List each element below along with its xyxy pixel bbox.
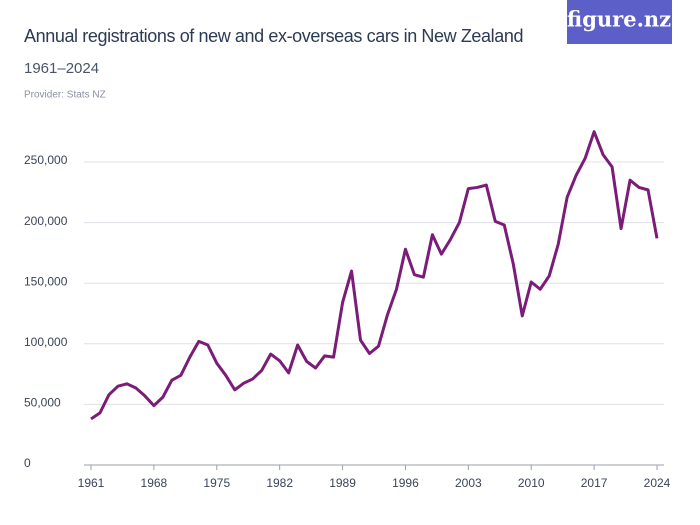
- chart-subtitle: 1961–2024: [24, 60, 99, 77]
- y-tick-label: 100,000: [24, 335, 68, 349]
- x-tick-label: 2010: [518, 476, 545, 490]
- x-tick-label: 2003: [455, 476, 482, 490]
- y-tick-label: 0: [24, 456, 31, 470]
- line: [90, 130, 659, 421]
- x-tick-label: 1996: [392, 476, 419, 490]
- x-tick-label: 1982: [266, 476, 293, 490]
- x-tick-label: 2017: [581, 476, 608, 490]
- x-tick-label: 1968: [141, 476, 168, 490]
- x-tick-label: 1989: [329, 476, 356, 490]
- y-tick-label: 250,000: [24, 153, 68, 167]
- x-tick-label: 2024: [644, 476, 671, 490]
- y-tick-label: 150,000: [24, 274, 68, 288]
- provider: Provider: Stats NZ: [24, 90, 106, 101]
- chart-title: Annual registrations of new and ex-overs…: [24, 26, 523, 46]
- x-tick-label: 1961: [78, 476, 105, 490]
- y-tick-label: 50,000: [24, 396, 61, 410]
- brand: figure.nz: [567, 7, 671, 32]
- x-tick-label: 1975: [203, 476, 230, 490]
- y-tick-label: 200,000: [24, 214, 68, 228]
- brand-box: [567, 0, 672, 44]
